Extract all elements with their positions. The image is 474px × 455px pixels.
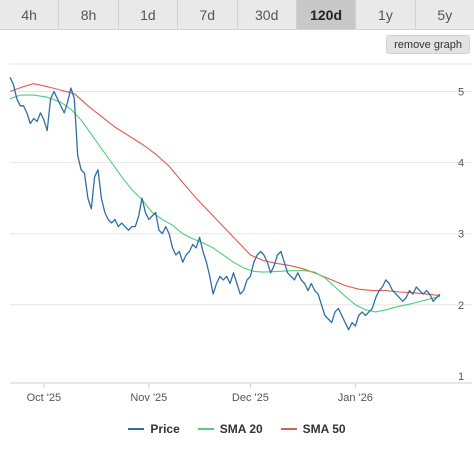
tab-120d[interactable]: 120d <box>296 0 357 29</box>
price-chart: Oct '25 Nov '25 Dec '25 Jan '26 1 2 3 4 5 <box>9 63 472 404</box>
x-tick-label: Jan '26 <box>338 392 373 404</box>
y-tick-label: 2 <box>458 300 464 312</box>
legend-item-sma-50[interactable]: SMA 50 <box>280 422 346 436</box>
grid-lines <box>10 63 472 306</box>
timeframe-tabs: 4h 8h 1d 7d 30d 120d 1y 5y <box>0 0 474 30</box>
legend-label: SMA 50 <box>302 422 346 436</box>
x-tick-label: Oct '25 <box>27 392 62 404</box>
legend-label: SMA 20 <box>219 422 263 436</box>
y-tick-label: 1 <box>458 371 464 383</box>
series-lines <box>9 77 441 331</box>
legend-label: Price <box>150 422 180 436</box>
legend-swatch <box>197 428 214 430</box>
x-axis: Oct '25 Nov '25 Dec '25 Jan '26 <box>10 382 472 404</box>
x-tick-label: Nov '25 <box>130 392 167 404</box>
series-line-sma-50 <box>9 83 441 297</box>
y-tick-label: 3 <box>458 229 464 241</box>
tab-30d[interactable]: 30d <box>238 0 297 29</box>
legend-swatch <box>280 428 297 430</box>
y-tick-label: 5 <box>458 87 464 99</box>
tab-1d[interactable]: 1d <box>119 0 179 29</box>
x-tick-label: Dec '25 <box>232 392 269 404</box>
y-axis-ticks: 1 2 3 4 5 <box>458 87 464 383</box>
y-tick-label: 4 <box>458 158 464 170</box>
tab-5y[interactable]: 5y <box>437 6 453 23</box>
legend-swatch <box>128 428 145 430</box>
series-line-sma-20 <box>9 94 441 313</box>
chart-legend: Price SMA 20 SMA 50 <box>0 419 474 439</box>
tab-7d[interactable]: 7d <box>178 0 238 29</box>
tab-4h[interactable]: 4h <box>0 0 60 29</box>
remove-graph-button[interactable]: remove graph <box>386 35 470 54</box>
legend-item-sma-20[interactable]: SMA 20 <box>197 422 263 436</box>
legend-item-price[interactable]: Price <box>128 422 180 436</box>
tab-1y[interactable]: 1y <box>356 0 416 29</box>
series-line-price <box>9 77 441 331</box>
tab-8h[interactable]: 8h <box>59 0 119 29</box>
